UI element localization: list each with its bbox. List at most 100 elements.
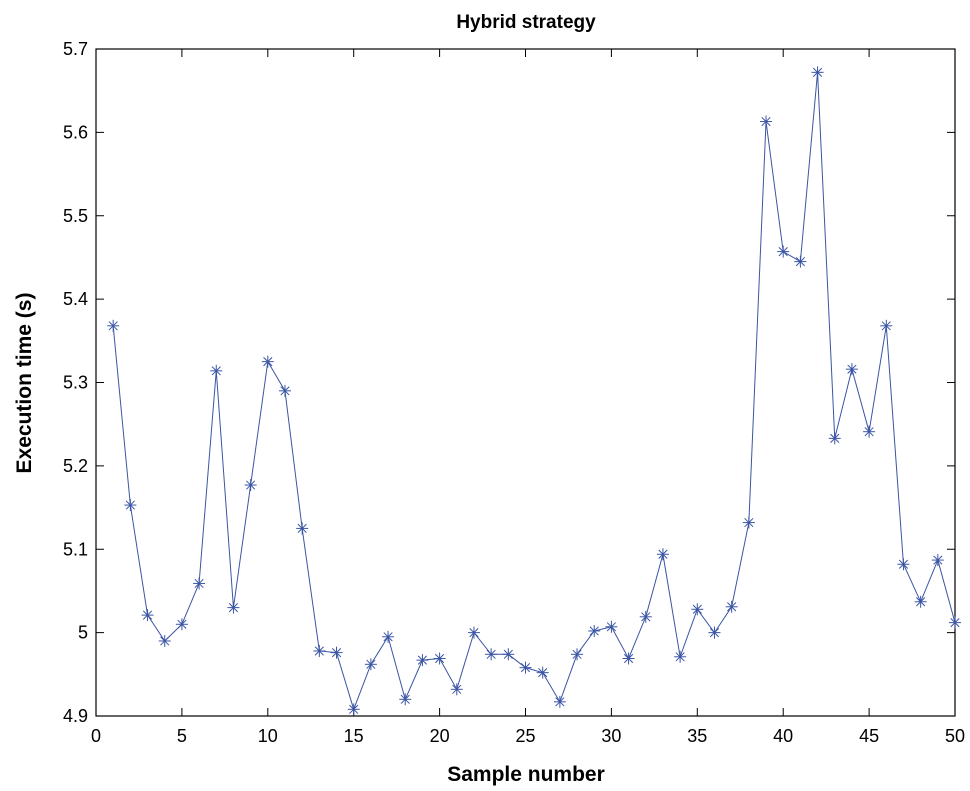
asterisk-stroke	[675, 652, 685, 662]
asterisk-stroke	[435, 653, 445, 664]
data-point	[175, 618, 188, 631]
data-point	[244, 479, 257, 492]
data-point	[794, 255, 807, 268]
asterisk-stroke	[812, 67, 823, 77]
asterisk-stroke	[503, 649, 513, 659]
x-tick-label: 20	[430, 726, 450, 746]
data-point	[863, 425, 876, 438]
asterisk-stroke	[160, 636, 170, 646]
data-point	[107, 319, 120, 332]
data-point	[485, 648, 498, 661]
data-point	[828, 432, 841, 445]
asterisk-stroke	[658, 549, 668, 559]
asterisk-stroke	[778, 247, 788, 257]
chart-title: Hybrid strategy	[456, 12, 596, 33]
asterisk-stroke	[606, 622, 616, 632]
data-point	[674, 650, 687, 663]
y-tick-label: 5.2	[63, 456, 88, 476]
data-point	[296, 522, 309, 535]
data-point	[450, 683, 463, 696]
asterisk-stroke	[331, 648, 342, 658]
asterisk-stroke	[572, 649, 582, 659]
asterisk-stroke	[246, 480, 256, 490]
asterisk-stroke	[349, 704, 359, 714]
x-tick-label: 15	[344, 726, 364, 746]
x-tick-label: 0	[91, 726, 101, 746]
data-point	[519, 661, 532, 674]
asterisk-stroke	[692, 604, 702, 614]
y-tick-label: 5.5	[63, 206, 88, 226]
data-point	[416, 654, 429, 667]
asterisk-stroke	[538, 668, 548, 678]
asterisk-stroke	[881, 321, 891, 331]
data-point	[347, 703, 360, 716]
asterisk-stroke	[469, 628, 479, 638]
x-tick-label: 10	[258, 726, 278, 746]
data-point	[502, 648, 515, 661]
series-line	[112, 72, 956, 711]
y-tick-label: 4.9	[63, 706, 88, 726]
asterisk-stroke	[142, 610, 153, 620]
asterisk-stroke	[452, 684, 462, 694]
asterisk-stroke	[177, 619, 187, 629]
asterisk-stroke	[417, 655, 428, 665]
asterisk-stroke	[727, 602, 737, 612]
data-point	[639, 610, 652, 623]
data-point	[588, 624, 601, 637]
data-point	[227, 601, 240, 614]
asterisk-stroke	[623, 653, 634, 664]
data-point	[949, 616, 961, 629]
x-tick-label: 50	[945, 726, 965, 746]
data-point	[124, 499, 137, 512]
data-point	[605, 620, 618, 633]
data-point	[158, 634, 171, 647]
asterisk-stroke	[933, 555, 943, 565]
asterisk-stroke	[761, 116, 771, 127]
data-point	[931, 554, 944, 567]
x-axis-label: Sample number	[447, 763, 605, 786]
data-point	[261, 355, 274, 368]
data-point	[725, 600, 738, 613]
data-point	[553, 695, 566, 708]
asterisk-stroke	[898, 559, 909, 569]
y-tick-label: 5.7	[63, 39, 88, 59]
data-point	[382, 630, 395, 643]
data-point	[313, 644, 326, 657]
y-axis-label: Execution time (s)	[13, 293, 36, 474]
asterisk-stroke	[108, 321, 118, 331]
data-point	[210, 364, 223, 377]
asterisk-stroke	[314, 646, 324, 656]
data-point	[330, 646, 343, 659]
data-point	[656, 548, 669, 561]
x-tick-label: 25	[515, 726, 535, 746]
x-tick-label: 30	[601, 726, 621, 746]
asterisk-stroke	[847, 364, 857, 374]
plot-area: 0 5 10 15 20 25 30 35 40 45 50 4.9 5 5.1 5.2 5.3 5.4 5.5 5…	[63, 39, 965, 746]
data-point	[141, 609, 154, 622]
data-point	[193, 577, 206, 590]
plot-frame	[95, 48, 956, 717]
data-point	[760, 115, 773, 128]
y-tick-label: 5	[78, 623, 88, 643]
y-tick-label: 5.4	[63, 289, 88, 309]
asterisk-stroke	[709, 628, 720, 638]
asterisk-stroke	[228, 603, 239, 613]
x-tick-label: 45	[859, 726, 879, 746]
y-tick-label: 5.6	[63, 122, 88, 142]
data-point	[691, 603, 704, 616]
data-point	[622, 652, 635, 665]
asterisk-stroke	[297, 523, 307, 534]
asterisk-stroke	[366, 659, 376, 669]
asterisk-stroke	[830, 433, 840, 443]
data-point	[571, 648, 584, 661]
asterisk-stroke	[486, 649, 496, 659]
data-point	[777, 245, 790, 258]
asterisk-stroke	[125, 500, 135, 510]
asterisk-stroke	[280, 386, 290, 396]
asterisk-stroke	[916, 597, 926, 607]
data-point	[433, 652, 446, 665]
data-point	[914, 595, 927, 608]
asterisk-stroke	[263, 357, 273, 367]
asterisk-stroke	[864, 427, 874, 437]
